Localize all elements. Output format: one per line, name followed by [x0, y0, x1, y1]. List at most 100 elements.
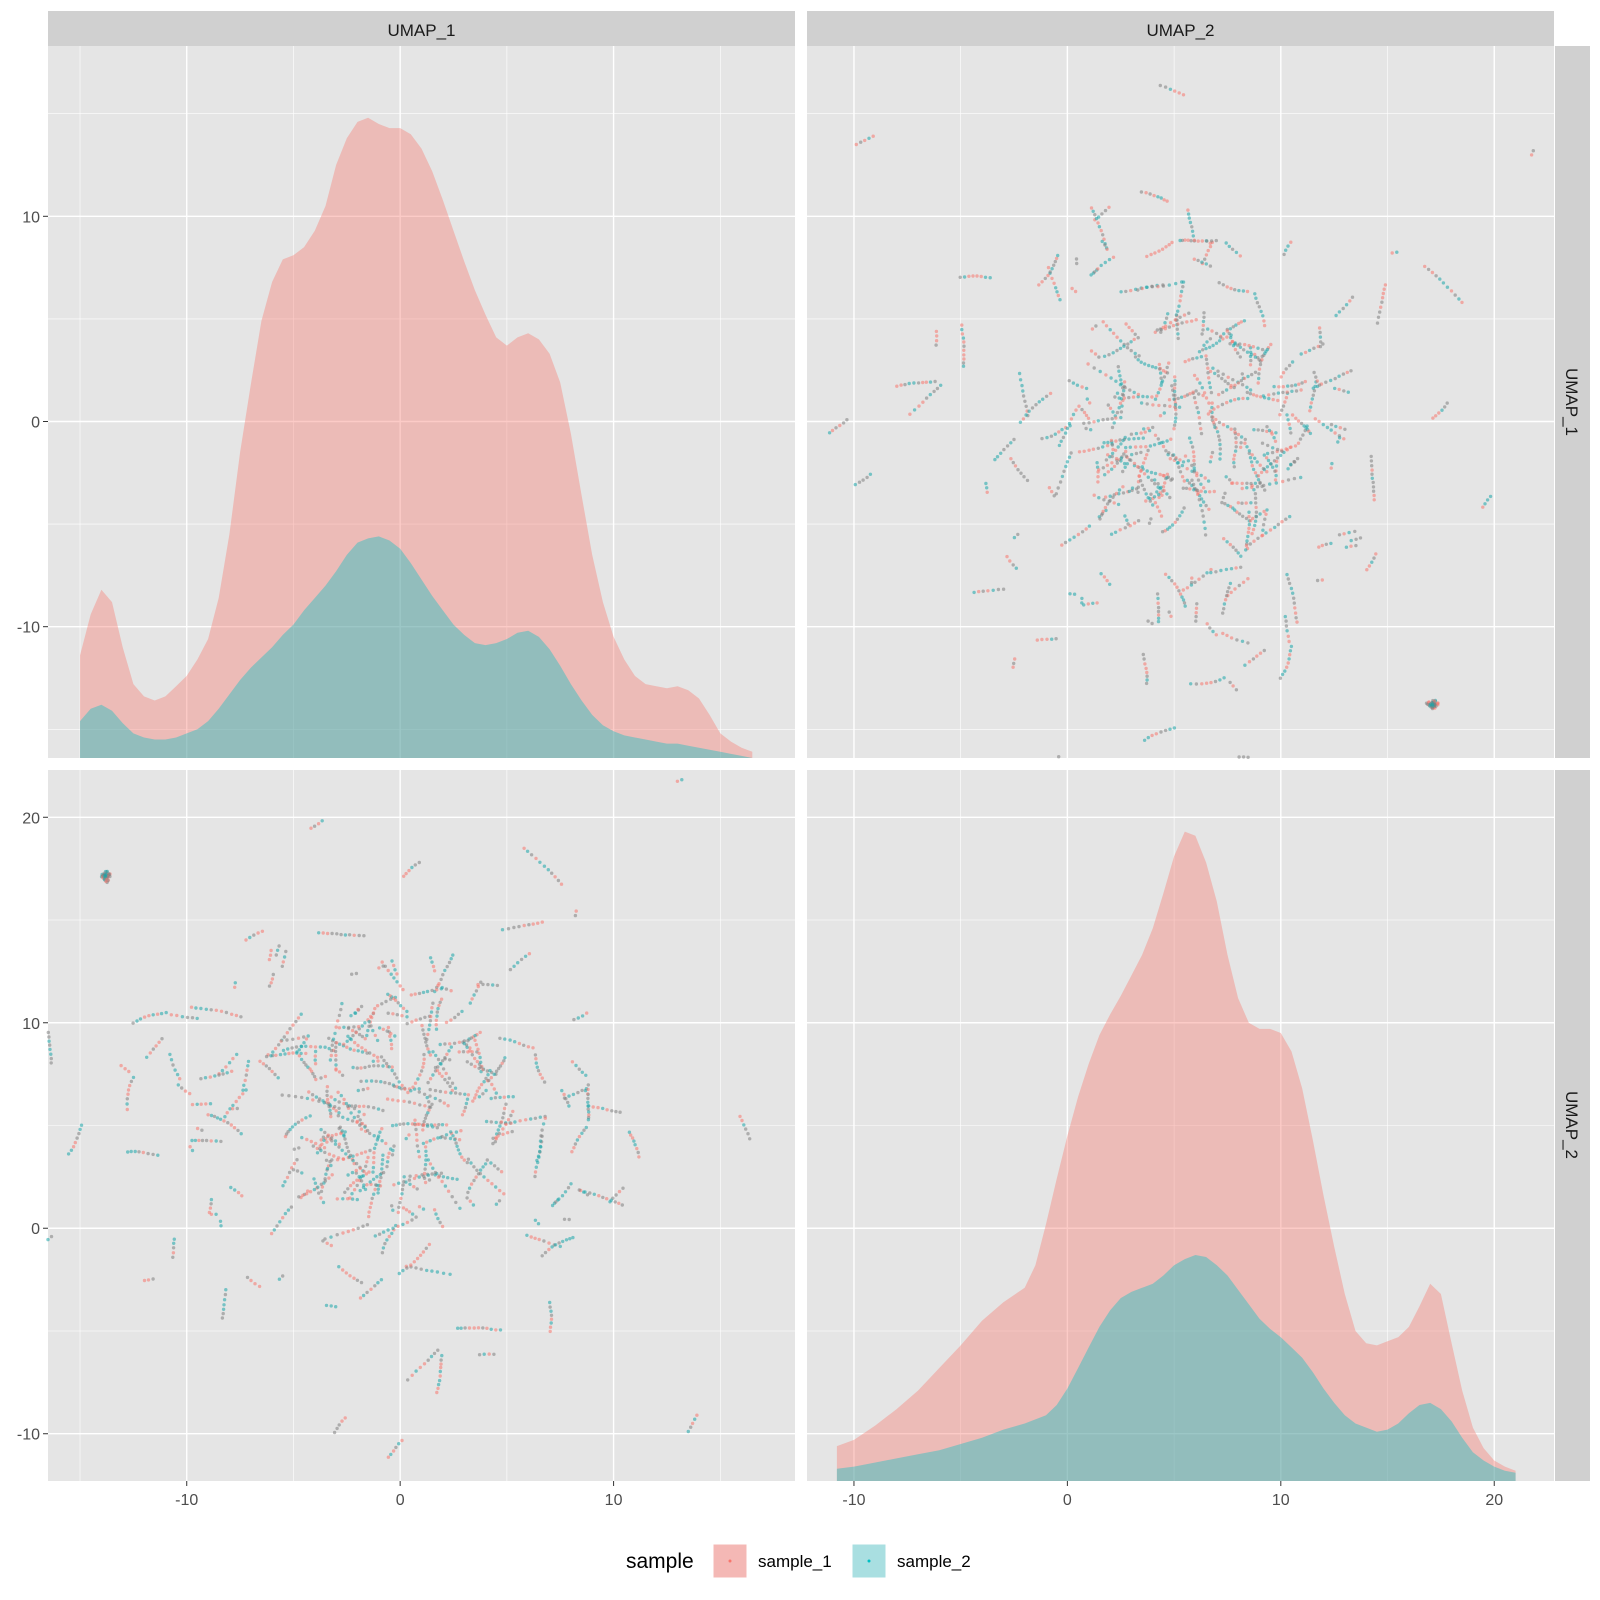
- scatter-point: [356, 1049, 360, 1053]
- scatter-point: [436, 1216, 440, 1221]
- scatter-point: [1423, 264, 1427, 269]
- scatter-point: [272, 1228, 276, 1232]
- scatter-point: [407, 1100, 412, 1104]
- scatter-point: [492, 1072, 496, 1077]
- scatter-point: [235, 1052, 239, 1057]
- scatter-point: [1261, 466, 1266, 471]
- scatter-point: [297, 1048, 301, 1052]
- scatter-point: [573, 913, 578, 918]
- scatter-point: [175, 1013, 179, 1018]
- scatter-point: [373, 1234, 377, 1238]
- scatter-point: [548, 1305, 552, 1309]
- scatter-point: [173, 1068, 177, 1072]
- scatter-point: [1341, 372, 1346, 376]
- scatter-point: [451, 1134, 455, 1138]
- scatter-point: [1077, 450, 1082, 454]
- scatter-point: [1160, 379, 1165, 383]
- scatter-point: [428, 1105, 433, 1109]
- scatter-point: [1279, 453, 1283, 458]
- scatter-point: [1139, 450, 1143, 455]
- scatter-point: [512, 964, 516, 968]
- scatter-point: [1177, 91, 1181, 95]
- scatter-point: [525, 1233, 529, 1238]
- scatter-point: [147, 1014, 151, 1018]
- scatter-point: [1371, 480, 1375, 485]
- scatter-point: [324, 1303, 329, 1308]
- scatter-point: [1214, 331, 1219, 336]
- scatter-point: [281, 960, 285, 964]
- scatter-point: [928, 392, 932, 397]
- scatter-point: [498, 1124, 502, 1128]
- scatter-point: [329, 1243, 333, 1248]
- scatter-point: [529, 1235, 533, 1239]
- scatter-point: [1228, 542, 1233, 547]
- scatter-point: [1194, 389, 1198, 393]
- scatter-point: [1261, 394, 1266, 398]
- scatter-point: [1266, 458, 1271, 463]
- scatter-point: [1261, 528, 1265, 532]
- scatter-point: [230, 1069, 234, 1074]
- scatter-point: [1488, 494, 1493, 499]
- scatter-point: [360, 1121, 365, 1126]
- scatter-point: [351, 1033, 355, 1038]
- scatter-point: [225, 1071, 229, 1075]
- scatter-point: [1185, 393, 1190, 397]
- scatter-point: [334, 1025, 338, 1029]
- scatter-point: [564, 1238, 569, 1242]
- scatter-point: [1167, 610, 1171, 614]
- scatter-point: [1247, 526, 1251, 531]
- scatter-point: [299, 1012, 303, 1016]
- scatter-point: [695, 1413, 699, 1417]
- scatter-point: [1208, 244, 1213, 249]
- scatter-point: [1208, 409, 1213, 413]
- scatter-point: [493, 1096, 498, 1100]
- scatter-point: [1129, 340, 1133, 344]
- scatter-point: [345, 1045, 349, 1049]
- scatter-point: [1261, 314, 1265, 318]
- scatter-point: [1103, 495, 1108, 499]
- scatter-point: [316, 1185, 320, 1189]
- scatter-point: [522, 923, 526, 928]
- scatter-point: [559, 882, 564, 886]
- scatter-point: [502, 1111, 506, 1116]
- scatter-point: [309, 826, 313, 830]
- scatter-point: [413, 863, 417, 867]
- scatter-point: [1320, 543, 1325, 548]
- scatter-point: [1271, 465, 1275, 469]
- scatter-point: [465, 1097, 470, 1101]
- scatter-point: [1250, 464, 1255, 468]
- scatter-point: [48, 1047, 52, 1052]
- scatter-point: [450, 1176, 455, 1181]
- scatter-point: [168, 1052, 172, 1057]
- scatter-point: [380, 1162, 384, 1166]
- scatter-point: [1157, 367, 1162, 371]
- scatter-point: [297, 1146, 301, 1150]
- scatter-point: [1251, 393, 1256, 397]
- scatter-point: [540, 1128, 544, 1132]
- scatter-point: [1162, 474, 1166, 478]
- scatter-point: [310, 1093, 315, 1097]
- scatter-point: [164, 1010, 168, 1015]
- scatter-point: [1251, 516, 1255, 521]
- scatter-point: [1109, 438, 1114, 443]
- scatter-point: [1012, 661, 1016, 666]
- scatter-point: [1287, 581, 1292, 586]
- scatter-point: [1164, 245, 1168, 249]
- scatter-point: [156, 1153, 160, 1157]
- scatter-point: [291, 1023, 295, 1027]
- scatter-point: [1213, 679, 1218, 684]
- scatter-point: [1371, 489, 1376, 493]
- scatter-point: [516, 961, 520, 965]
- scatter-point: [409, 1263, 413, 1267]
- scatter-point: [1096, 419, 1101, 423]
- scatter-point: [1048, 270, 1052, 274]
- scatter-point: [312, 1177, 316, 1181]
- scatter-point: [1099, 572, 1103, 576]
- scatter-point: [405, 1009, 409, 1014]
- scatter-point: [268, 953, 273, 957]
- scatter-point: [1008, 559, 1012, 563]
- scatter-point: [538, 1072, 542, 1077]
- scatter-point: [586, 1107, 590, 1111]
- scatter-point: [1153, 482, 1157, 486]
- scatter-point: [1164, 316, 1169, 320]
